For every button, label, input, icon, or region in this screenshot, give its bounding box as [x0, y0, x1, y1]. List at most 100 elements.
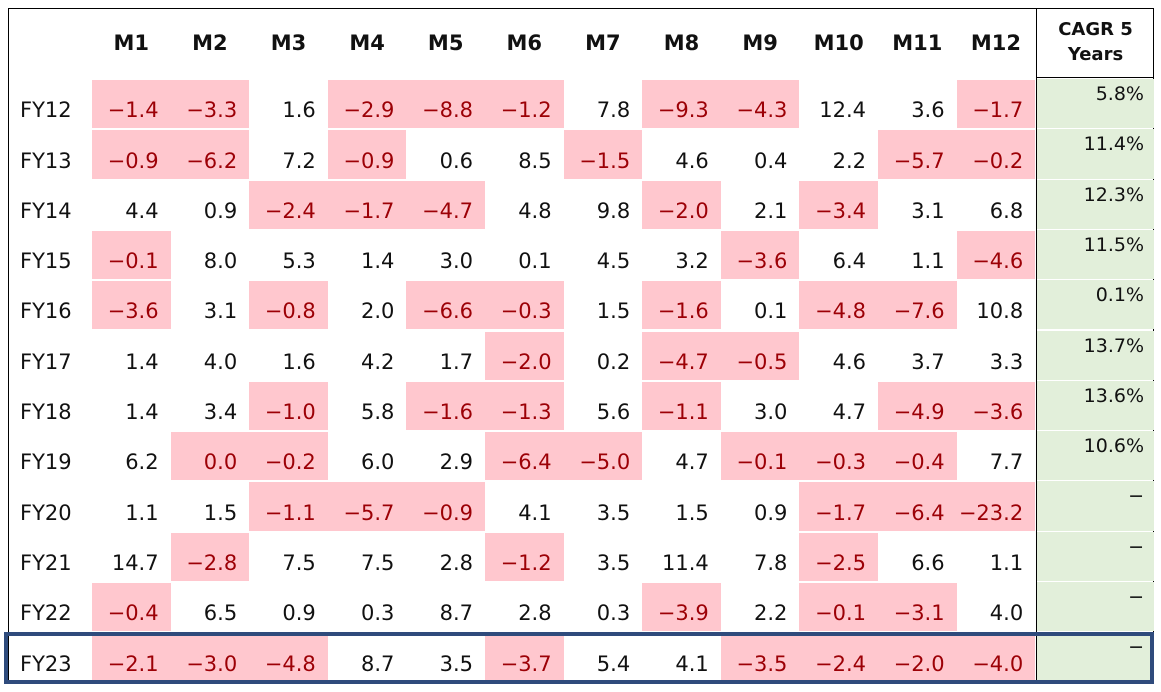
cell-fy21-m4: 7.5 — [360, 550, 395, 575]
cell-fy12-m2: −3.3 — [170, 80, 250, 129]
cell-fy23-m3: −4.8 — [249, 633, 328, 682]
cell-fy16-m3: −0.8 — [249, 281, 328, 330]
cell-fy14-m9: 2.1 — [753, 198, 788, 223]
cell-fy19-m5: 2.9 — [439, 450, 473, 475]
column-header-m4: M4 — [349, 31, 385, 55]
cell-fy13-m6: 8.5 — [518, 148, 552, 173]
cell-fy12-m4: −2.9 — [327, 80, 407, 129]
cell-fy19-m9: −0.1 — [720, 432, 800, 481]
cell-fy15-m12: −4.6 — [956, 230, 1036, 280]
cagr-fy14: 12.3% — [1037, 179, 1154, 229]
column-header-m8: M8 — [663, 31, 700, 55]
column-header-m9: M9 — [742, 31, 778, 55]
cell-fy13-m5: 0.6 — [439, 148, 473, 173]
column-header-m2: M2 — [192, 31, 228, 55]
cell-fy17-m7: 0.2 — [596, 349, 631, 374]
cell-fy16-m7: 1.5 — [596, 299, 631, 324]
cell-fy20-m7: 3.5 — [596, 500, 631, 525]
cell-fy14-m2: 0.9 — [203, 198, 238, 223]
cell-fy19-m7: −5.0 — [563, 432, 643, 481]
cell-fy12-m5: −8.8 — [406, 80, 485, 129]
cagr-fy13: 11.4% — [1037, 129, 1154, 179]
cell-fy22-m1: −0.4 — [92, 583, 171, 632]
cell-fy19-m1: 6.2 — [125, 450, 159, 475]
cell-fy17-m9: −0.5 — [720, 331, 800, 380]
row-label-fy17: FY17 — [20, 349, 72, 374]
cell-fy21-m2: −2.8 — [170, 532, 250, 581]
cell-fy15-m10: 6.4 — [832, 249, 866, 274]
cell-fy16-m1: −3.6 — [92, 281, 171, 330]
row-label-fy13: FY13 — [20, 148, 72, 173]
cell-fy14-m11: 3.1 — [911, 198, 945, 223]
cell-fy20-m6: 4.1 — [518, 500, 552, 525]
cell-fy14-m7: 9.8 — [596, 198, 631, 223]
cell-fy16-m12: 10.8 — [976, 299, 1024, 324]
cell-fy12-m9: −4.3 — [720, 80, 800, 129]
returns-table: M1 M2 M3 M4 M5 M6 M7 M8 M9 M10 M11 M12 FY12 −1.4 −3.3… — [4, 8, 1154, 684]
cell-fy15-m11: 1.1 — [911, 249, 945, 274]
cagr-fy21: − — [1037, 531, 1154, 581]
column-header-m5: M5 — [427, 31, 464, 55]
cell-fy17-m11: 3.7 — [911, 349, 945, 374]
cagr-header-line2: Years — [1067, 43, 1124, 65]
cell-fy22-m11: −3.1 — [878, 583, 957, 632]
cell-fy22-m8: −3.9 — [642, 583, 721, 632]
cagr-fy16: 0.1% — [1037, 280, 1154, 330]
cell-fy14-m6: 4.8 — [518, 198, 552, 223]
cell-fy17-m1: 1.4 — [125, 349, 159, 374]
cagr-header-line1: CAGR 5 — [1058, 19, 1133, 41]
cell-fy18-m8: −1.1 — [642, 381, 721, 431]
cell-fy23-m5: 3.5 — [439, 651, 473, 676]
cell-fy15-m9: −3.6 — [720, 230, 800, 280]
cell-fy13-m8: 4.6 — [675, 148, 709, 173]
cell-fy19-m11: −0.4 — [878, 432, 957, 481]
row-label-fy12: FY12 — [20, 98, 72, 123]
row-label-fy16: FY16 — [20, 299, 72, 324]
cell-fy23-m6: −3.7 — [485, 633, 564, 682]
column-header-m1: M1 — [113, 31, 150, 55]
row-label-fy20: FY20 — [20, 500, 72, 525]
cell-fy16-m9: 0.1 — [753, 299, 788, 324]
cell-fy16-m5: −6.6 — [406, 281, 485, 330]
cell-fy14-m8: −2.0 — [642, 180, 721, 229]
cell-fy14-m1: 4.4 — [125, 198, 159, 223]
cell-fy15-m2: 8.0 — [203, 249, 238, 274]
cell-fy18-m5: −1.6 — [406, 381, 485, 431]
row-label-fy21: FY21 — [20, 550, 72, 575]
cagr-fy23: − — [1037, 632, 1154, 682]
cell-fy20-m3: −1.1 — [249, 482, 328, 531]
cell-fy21-m10: −2.5 — [799, 532, 878, 581]
cell-fy23-m12: −4.0 — [956, 633, 1036, 682]
cell-fy17-m12: 3.3 — [989, 349, 1024, 374]
cell-fy18-m1: 1.4 — [125, 400, 159, 425]
cell-fy16-m2: 3.1 — [203, 299, 238, 324]
cell-fy23-m2: −3.0 — [170, 633, 250, 682]
cell-fy17-m6: −2.0 — [485, 331, 564, 380]
cell-fy23-m1: −2.1 — [92, 633, 171, 682]
cell-fy22-m10: −0.1 — [799, 583, 878, 632]
cell-fy15-m5: 3.0 — [439, 249, 473, 274]
cagr-fy15: 11.5% — [1037, 229, 1154, 280]
cell-fy19-m4: 6.0 — [360, 450, 395, 475]
cell-fy13-m10: 2.2 — [832, 148, 866, 173]
cell-fy13-m4: −0.9 — [327, 130, 407, 179]
cagr-column — [1036, 8, 1154, 682]
cell-fy15-m7: 4.5 — [596, 249, 631, 274]
cell-fy17-m10: 4.6 — [832, 349, 866, 374]
cell-fy22-m4: 0.3 — [360, 601, 395, 626]
cell-fy18-m3: −1.0 — [249, 381, 328, 431]
row-label-fy14: FY14 — [20, 198, 72, 223]
cell-fy17-m8: −4.7 — [642, 331, 721, 380]
column-header-m10: M10 — [813, 31, 864, 55]
cell-fy17-m3: 1.6 — [282, 349, 316, 374]
cell-fy21-m11: 6.6 — [911, 550, 945, 575]
cell-fy14-m3: −2.4 — [249, 180, 328, 229]
cell-fy19-m6: −6.4 — [485, 432, 564, 481]
cell-fy21-m5: 2.8 — [439, 550, 473, 575]
cell-fy14-m4: −1.7 — [327, 180, 407, 229]
cagr-fy19: 10.6% — [1037, 431, 1154, 481]
cell-fy15-m8: 3.2 — [675, 249, 709, 274]
cell-fy12-m8: −9.3 — [642, 80, 721, 129]
cell-fy13-m1: −0.9 — [92, 130, 171, 179]
cell-fy12-m7: 7.8 — [596, 98, 631, 123]
